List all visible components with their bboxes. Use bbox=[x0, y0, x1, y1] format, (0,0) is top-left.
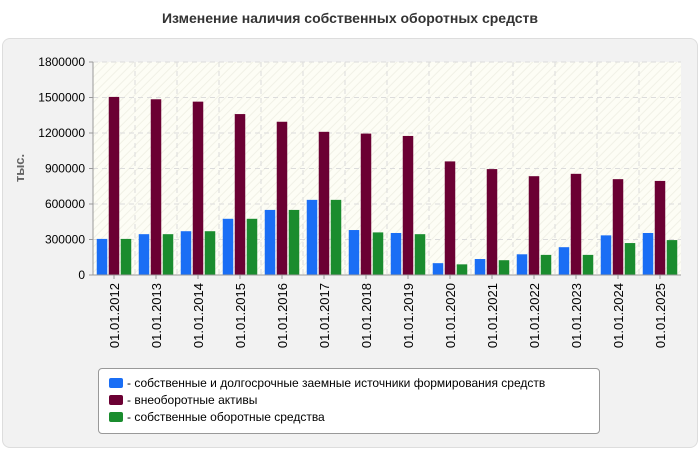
y-tick-label: 900000 bbox=[45, 162, 85, 176]
bar-series-0[interactable] bbox=[222, 218, 234, 275]
x-tick-label: 01.01.2021 bbox=[485, 283, 500, 348]
x-tick-label: 01.01.2012 bbox=[107, 283, 122, 348]
chart-title: Изменение наличия собственных оборотных … bbox=[161, 10, 539, 26]
bar-series-0[interactable] bbox=[600, 235, 612, 275]
bar-series-0[interactable] bbox=[138, 234, 150, 275]
y-tick-label: 600000 bbox=[45, 197, 85, 211]
legend-item-fixed-assets[interactable]: - внеоборотные активы bbox=[109, 392, 257, 408]
bar-series-2[interactable] bbox=[120, 238, 132, 275]
bar-series-0[interactable] bbox=[558, 247, 570, 275]
bar-series-2[interactable] bbox=[624, 243, 636, 275]
bar-series-1[interactable] bbox=[528, 176, 540, 275]
legend-swatch-working-capital bbox=[109, 412, 123, 422]
legend-label-working-capital: - собственные оборотные средства bbox=[127, 410, 325, 424]
x-tick-label: 01.01.2014 bbox=[191, 283, 206, 348]
x-tick-label: 01.01.2024 bbox=[611, 283, 626, 348]
x-ticks: 01.01.2012 01.01.2013 01.01.2014 01.01.2015… bbox=[107, 275, 668, 348]
bar-series-2[interactable] bbox=[204, 231, 216, 275]
bar-series-1[interactable] bbox=[276, 121, 288, 275]
bar-series-0[interactable] bbox=[390, 232, 402, 275]
x-tick-label: 01.01.2018 bbox=[359, 283, 374, 348]
legend-label-sources: - собственные и долгосрочные заемные ист… bbox=[127, 376, 546, 390]
legend-item-working-capital[interactable]: - собственные оборотные средства bbox=[109, 409, 325, 425]
bar-series-1[interactable] bbox=[360, 133, 372, 275]
bar-series-2[interactable] bbox=[666, 240, 678, 275]
legend-label-fixed-assets: - внеоборотные активы bbox=[127, 393, 258, 407]
bar-series-1[interactable] bbox=[234, 114, 246, 275]
y-tick-label: 1500000 bbox=[38, 91, 85, 105]
x-tick-label: 01.01.2025 bbox=[653, 283, 668, 348]
bar-series-0[interactable] bbox=[642, 232, 654, 275]
y-tick-label: 1200000 bbox=[38, 126, 85, 140]
bar-series-0[interactable] bbox=[180, 231, 192, 275]
bar-series-1[interactable] bbox=[402, 135, 414, 275]
bar-series-0[interactable] bbox=[474, 259, 486, 275]
bar-series-1[interactable] bbox=[318, 131, 330, 275]
x-tick-label: 01.01.2022 bbox=[527, 283, 542, 348]
bar-series-0[interactable] bbox=[96, 238, 108, 275]
bar-series-0[interactable] bbox=[264, 209, 276, 275]
bar-series-2[interactable] bbox=[456, 264, 468, 275]
bar-series-2[interactable] bbox=[288, 209, 300, 275]
bar-series-1[interactable] bbox=[654, 180, 666, 275]
bar-series-2[interactable] bbox=[540, 254, 552, 275]
bar-series-1[interactable] bbox=[612, 179, 624, 275]
grid-lines bbox=[93, 61, 681, 275]
x-tick-label: 01.01.2015 bbox=[233, 283, 248, 348]
y-axis-label: тыс. bbox=[12, 154, 27, 182]
bar-series-2[interactable] bbox=[330, 199, 342, 275]
bar-series-1[interactable] bbox=[150, 99, 162, 276]
bar-series-2[interactable] bbox=[414, 234, 426, 275]
x-tick-label: 01.01.2020 bbox=[443, 283, 458, 348]
bar-series-2[interactable] bbox=[246, 218, 258, 275]
legend-swatch-fixed-assets bbox=[109, 395, 123, 405]
bar-series-1[interactable] bbox=[486, 169, 498, 275]
bar-series-1[interactable] bbox=[108, 96, 120, 276]
x-tick-label: 01.01.2013 bbox=[149, 283, 164, 348]
y-tick-label: 0 bbox=[78, 268, 85, 282]
bar-series-1[interactable] bbox=[192, 101, 204, 276]
bar-series-2[interactable] bbox=[498, 260, 510, 275]
bar-series-1[interactable] bbox=[570, 173, 582, 275]
x-tick-label: 01.01.2019 bbox=[401, 283, 416, 348]
x-tick-label: 01.01.2017 bbox=[317, 283, 332, 348]
bar-series-0[interactable] bbox=[306, 199, 318, 275]
bar-series-0[interactable] bbox=[348, 230, 360, 275]
bar-series-1[interactable] bbox=[444, 161, 456, 275]
bar-series-0[interactable] bbox=[432, 263, 444, 275]
bar-series-2[interactable] bbox=[582, 254, 594, 275]
legend-item-sources[interactable]: - собственные и долгосрочные заемные ист… bbox=[109, 375, 545, 391]
y-tick-label: 1800000 bbox=[38, 55, 85, 69]
bar-series-0[interactable] bbox=[516, 254, 528, 275]
legend-swatch-sources bbox=[109, 378, 123, 388]
x-tick-label: 01.01.2016 bbox=[275, 283, 290, 348]
bar-series-2[interactable] bbox=[162, 234, 174, 275]
y-tick-label: 300000 bbox=[45, 233, 85, 247]
bars bbox=[96, 96, 678, 276]
y-ticks: 0 300000 600000 900000 1200000 1500000 1800000 bbox=[38, 55, 93, 282]
bar-series-2[interactable] bbox=[372, 232, 384, 275]
legend: - собственные и долгосрочные заемные ист… bbox=[98, 368, 600, 434]
x-tick-label: 01.01.2023 bbox=[569, 283, 584, 348]
